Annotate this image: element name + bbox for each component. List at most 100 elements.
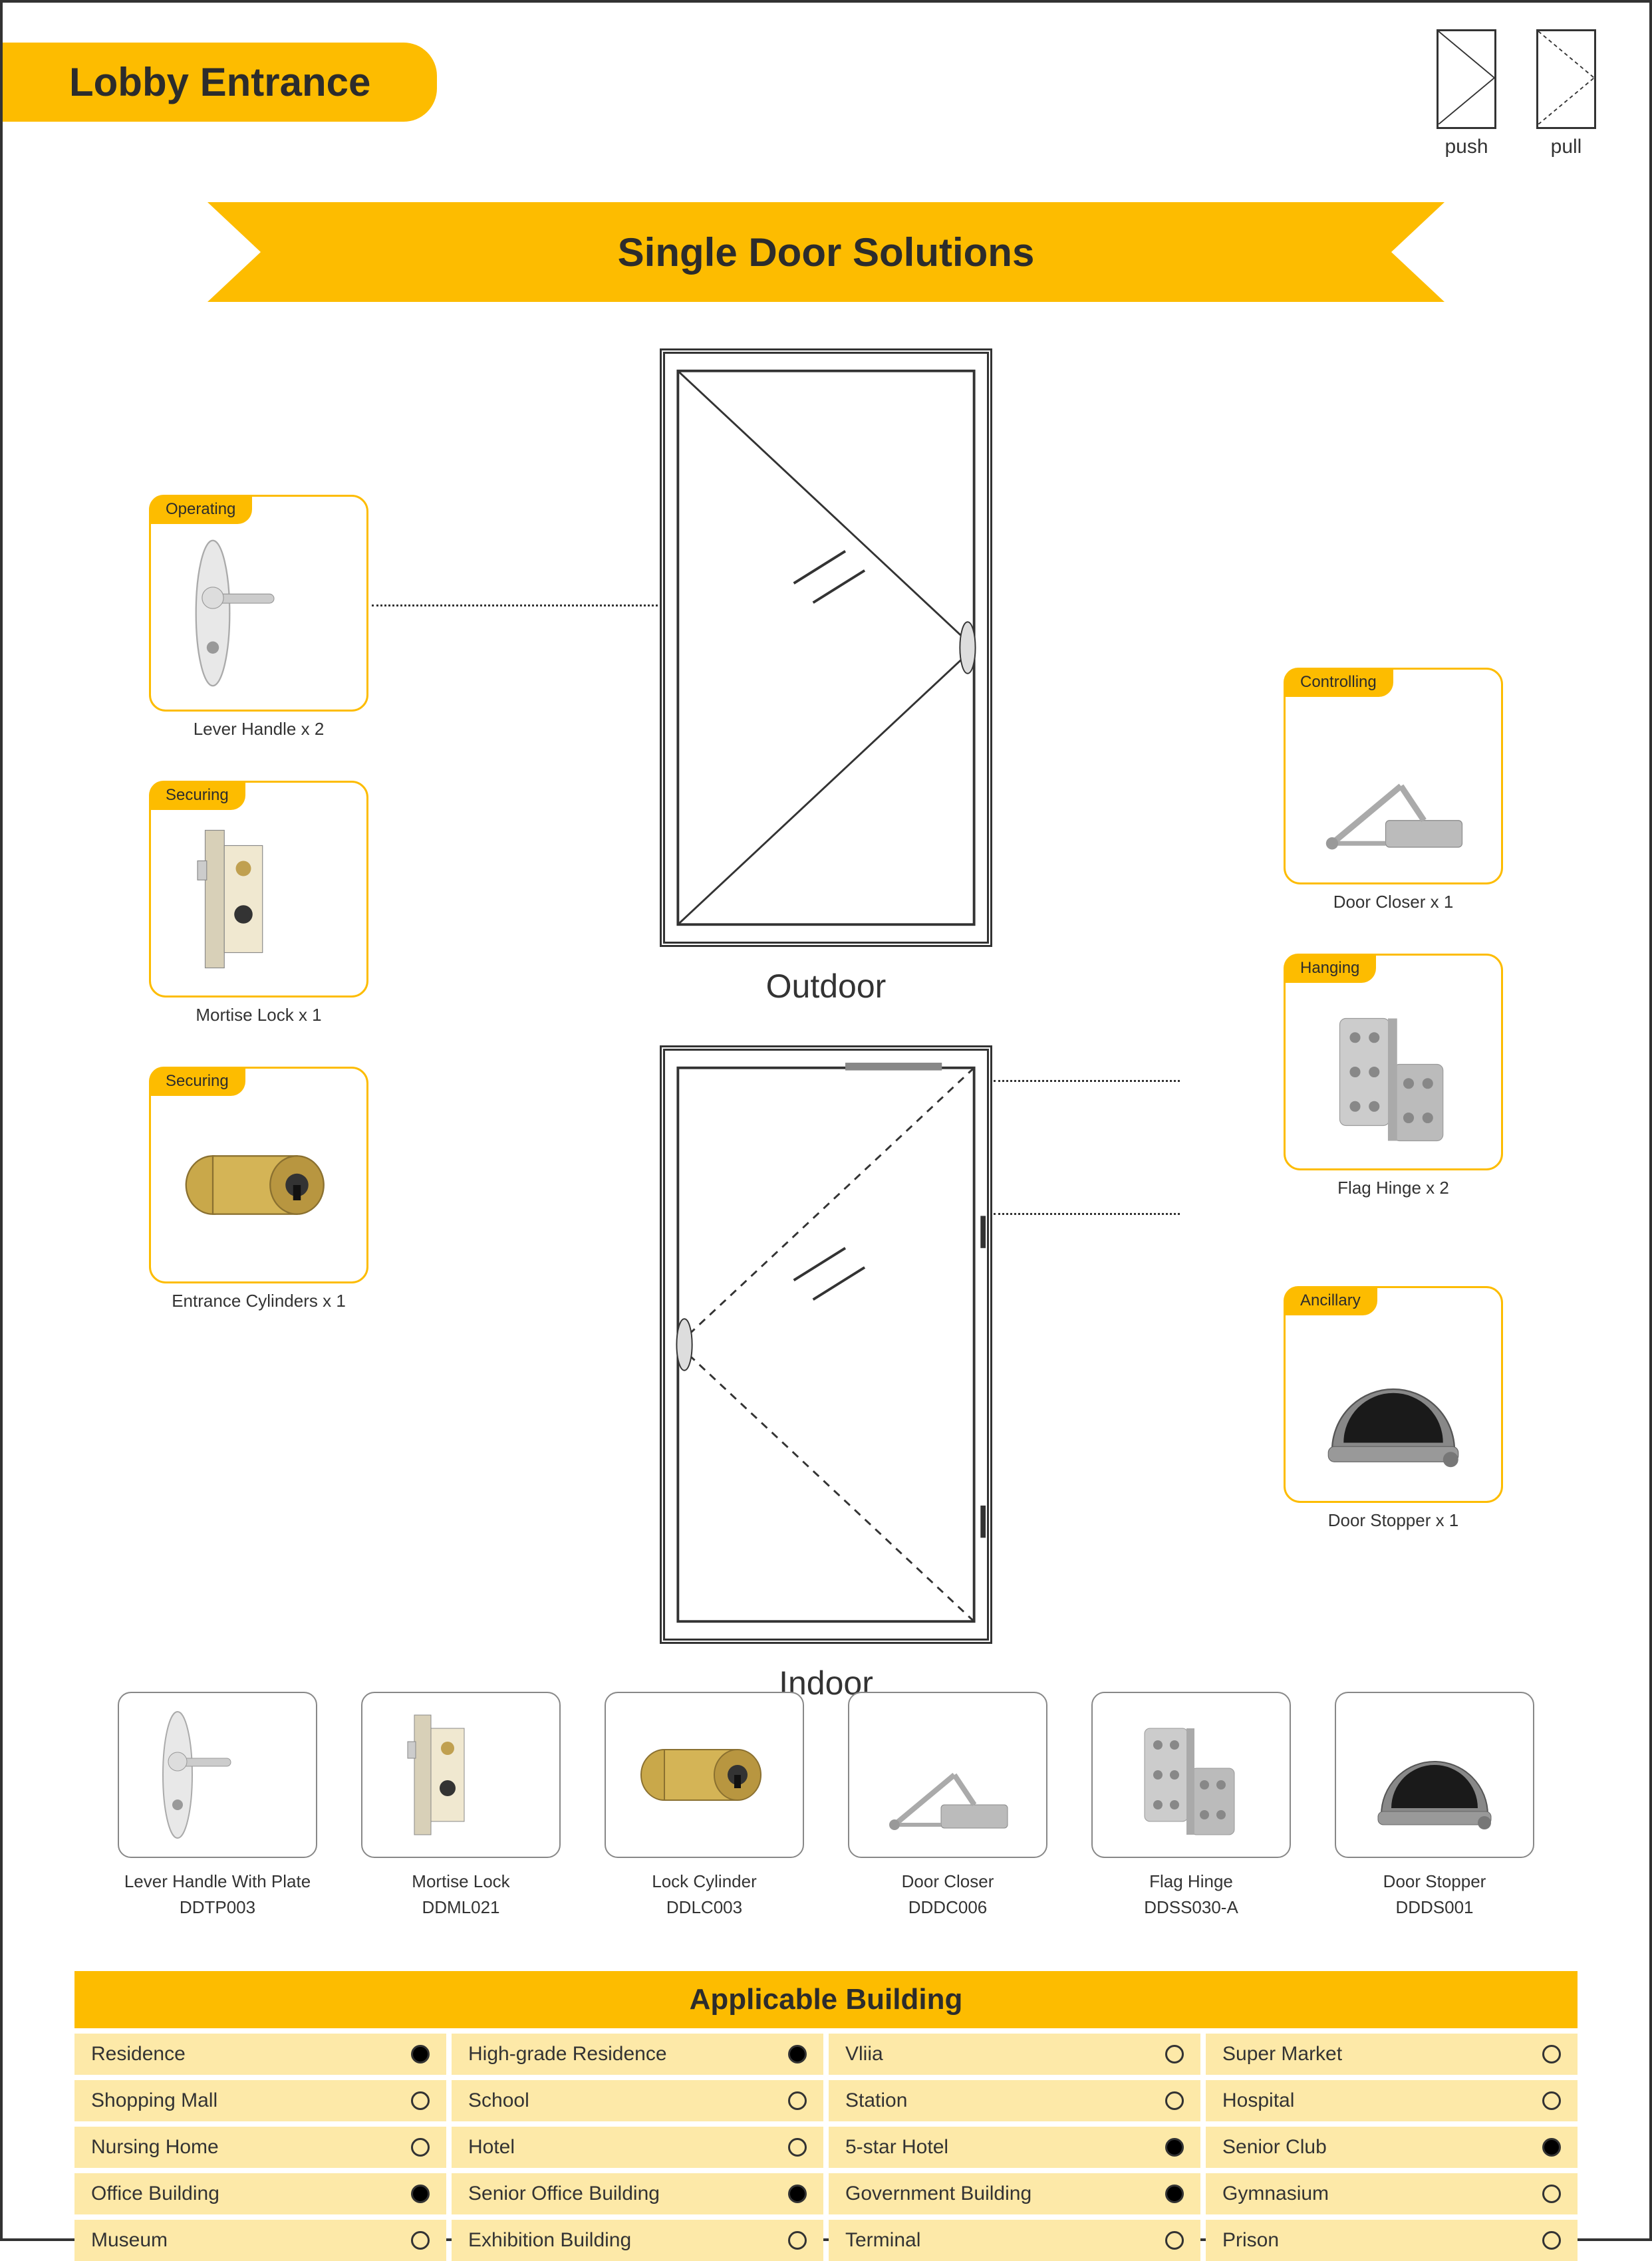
ribbon-end-left (207, 202, 261, 302)
applicable-dot-icon (788, 2231, 807, 2250)
component-caption: Flag Hinge x 2 (1286, 1178, 1501, 1198)
product-name: Flag Hinge (1081, 1871, 1301, 1892)
applicable-dot-icon (1165, 2091, 1184, 2110)
door-closer-icon (1296, 700, 1491, 872)
applicable-dot-icon (1542, 2138, 1561, 2157)
applicable-label: Exhibition Building (468, 2229, 631, 2252)
indoor-door-icon (660, 1045, 992, 1644)
product-name: Lock Cylinder (595, 1871, 814, 1892)
applicable-label: Senior Club (1222, 2136, 1327, 2159)
applicable-building-section: Applicable Building Residence High-grade… (74, 1971, 1578, 2261)
connector-line (372, 604, 658, 606)
product-item: Lever Handle With Plate DDTP003 (108, 1692, 327, 1918)
applicable-cell: Residence (74, 2034, 446, 2075)
applicable-label: 5-star Hotel (845, 2136, 948, 2159)
component-tag: Controlling (1284, 668, 1393, 697)
product-code: DDML021 (351, 1897, 571, 1918)
applicable-cell: Office Building (74, 2173, 446, 2214)
flag-hinge-icon (1091, 1692, 1291, 1858)
applicable-label: Nursing Home (91, 2136, 219, 2159)
applicable-title: Applicable Building (74, 1971, 1578, 2028)
applicable-dot-icon (411, 2185, 430, 2203)
component-box: Controlling Door Closer x 1 (1284, 668, 1503, 884)
applicable-cell: Vliia (829, 2034, 1200, 2075)
applicable-dot-icon (788, 2185, 807, 2203)
applicable-label: Vliia (845, 2043, 883, 2065)
applicable-cell: School (452, 2080, 823, 2121)
applicable-label: Office Building (91, 2183, 219, 2205)
component-tag: Operating (149, 495, 252, 524)
component-caption: Door Stopper x 1 (1286, 1510, 1501, 1531)
component-tag: Securing (149, 781, 245, 810)
applicable-dot-icon (1165, 2185, 1184, 2203)
applicable-label: Terminal (845, 2229, 920, 2252)
component-caption: Entrance Cylinders x 1 (151, 1291, 366, 1311)
applicable-dot-icon (1542, 2091, 1561, 2110)
applicable-label: Station (845, 2089, 907, 2112)
applicable-dot-icon (1165, 2045, 1184, 2063)
applicable-label: High-grade Residence (468, 2043, 667, 2065)
door-stopper-icon (1335, 1692, 1534, 1858)
connector-line (994, 1213, 1180, 1215)
applicable-dot-icon (788, 2138, 807, 2157)
applicable-cell: Exhibition Building (452, 2220, 823, 2261)
door-stopper-icon (1296, 1318, 1491, 1491)
product-item: Door Closer DDDC006 (838, 1692, 1057, 1918)
product-name: Door Stopper (1325, 1871, 1544, 1892)
product-item: Lock Cylinder DDLC003 (595, 1692, 814, 1918)
component-caption: Mortise Lock x 1 (151, 1005, 366, 1025)
applicable-grid: Residence High-grade Residence Vliia Sup… (74, 2034, 1578, 2261)
product-code: DDDC006 (838, 1897, 1057, 1918)
applicable-cell: Senior Club (1206, 2127, 1578, 2168)
applicable-cell: Nursing Home (74, 2127, 446, 2168)
applicable-cell: 5-star Hotel (829, 2127, 1200, 2168)
product-name: Door Closer (838, 1871, 1057, 1892)
applicable-cell: Hotel (452, 2127, 823, 2168)
product-code: DDLC003 (595, 1897, 814, 1918)
product-code: DDSS030-A (1081, 1897, 1301, 1918)
component-box: Securing Mortise Lock x 1 (149, 781, 368, 998)
component-caption: Door Closer x 1 (1286, 892, 1501, 912)
outdoor-label: Outdoor (643, 967, 1009, 1005)
applicable-cell: Government Building (829, 2173, 1200, 2214)
applicable-dot-icon (1165, 2231, 1184, 2250)
component-box: Securing Entrance Cylinders x 1 (149, 1067, 368, 1283)
applicable-label: Residence (91, 2043, 186, 2065)
applicable-cell: Senior Office Building (452, 2173, 823, 2214)
applicable-label: Government Building (845, 2183, 1032, 2205)
applicable-cell: Prison (1206, 2220, 1578, 2261)
applicable-dot-icon (411, 2045, 430, 2063)
cylinder-icon (161, 1099, 356, 1271)
push-door-icon (1437, 29, 1496, 129)
component-tag: Hanging (1284, 954, 1376, 983)
applicable-label: Hotel (468, 2136, 515, 2159)
section-ribbon: Single Door Solutions (194, 202, 1458, 302)
applicable-cell: Hospital (1206, 2080, 1578, 2121)
product-item: Mortise Lock DDML021 (351, 1692, 571, 1918)
applicable-dot-icon (788, 2091, 807, 2110)
connector-line (994, 1080, 1180, 1082)
component-caption: Lever Handle x 2 (151, 719, 366, 739)
applicable-cell: Museum (74, 2220, 446, 2261)
applicable-cell: High-grade Residence (452, 2034, 823, 2075)
product-code: DDTP003 (108, 1897, 327, 1918)
applicable-label: Hospital (1222, 2089, 1294, 2112)
ribbon-title: Single Door Solutions (261, 202, 1391, 302)
product-row: Lever Handle With Plate DDTP003 Mortise … (108, 1692, 1544, 1918)
applicable-cell: Shopping Mall (74, 2080, 446, 2121)
flag-hinge-icon (1296, 986, 1491, 1158)
applicable-cell: Super Market (1206, 2034, 1578, 2075)
product-item: Door Stopper DDDS001 (1325, 1692, 1544, 1918)
applicable-cell: Gymnasium (1206, 2173, 1578, 2214)
applicable-dot-icon (788, 2045, 807, 2063)
door-closer-icon (848, 1692, 1047, 1858)
component-tag: Ancillary (1284, 1286, 1377, 1315)
push-label: push (1437, 136, 1496, 158)
applicable-label: School (468, 2089, 529, 2112)
applicable-dot-icon (411, 2091, 430, 2110)
ribbon-end-right (1391, 202, 1445, 302)
door-diagrams: Outdoor Indoor (643, 348, 1009, 1742)
pull-door-icon (1536, 29, 1596, 129)
applicable-label: Gymnasium (1222, 2183, 1329, 2205)
applicable-cell: Terminal (829, 2220, 1200, 2261)
